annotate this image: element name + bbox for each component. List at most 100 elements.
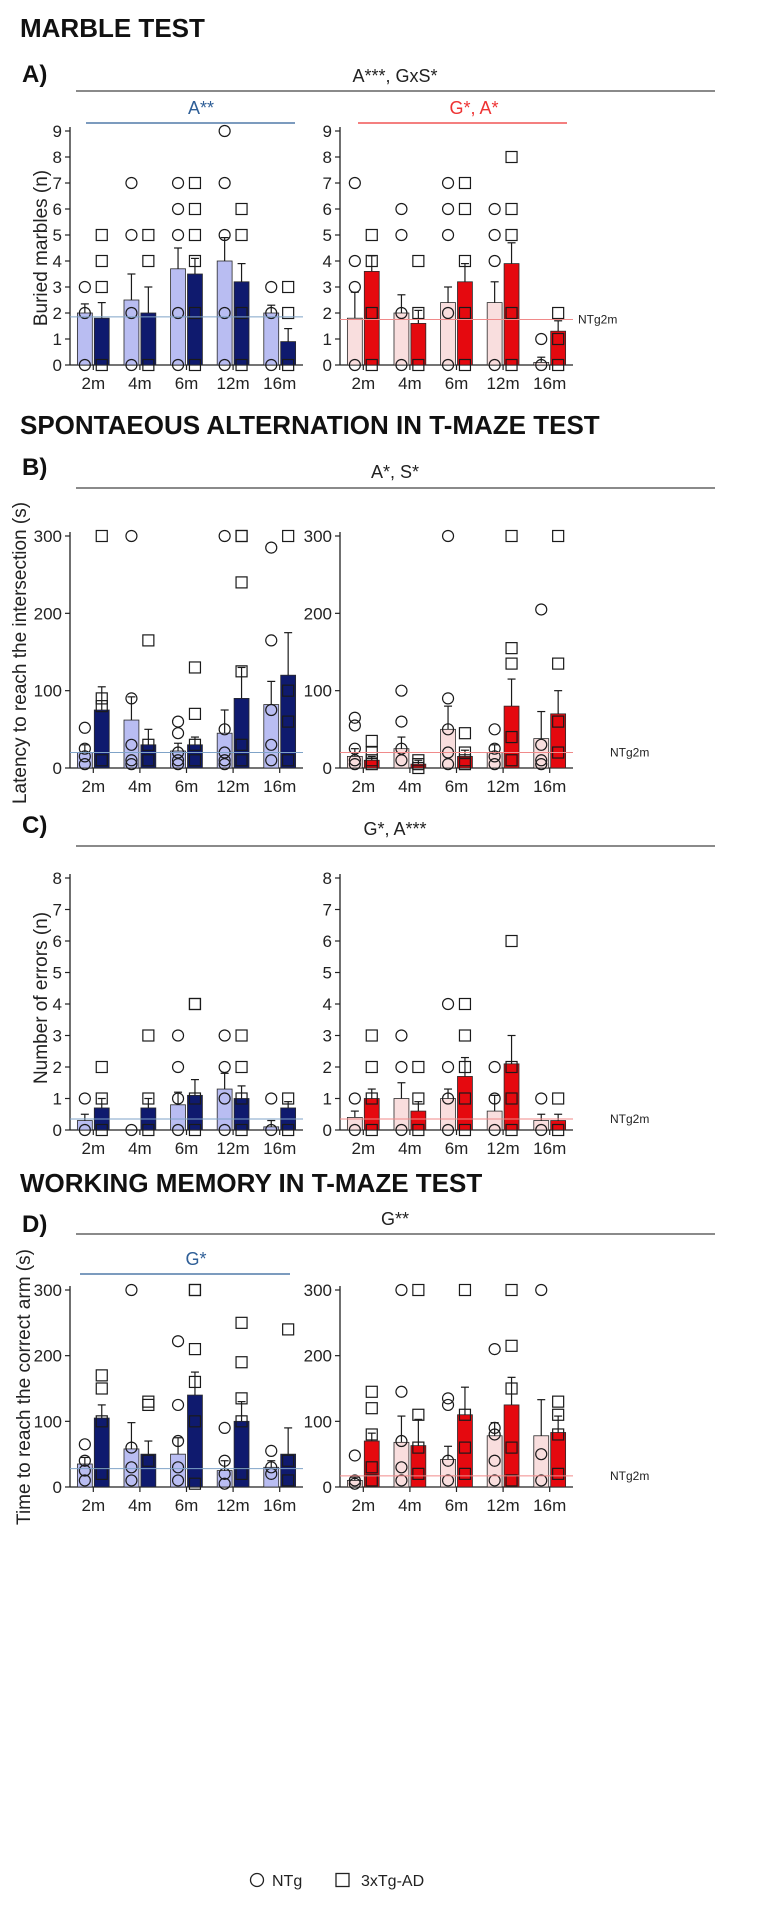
tg-bar	[457, 281, 473, 366]
ntg-data-point	[125, 1441, 138, 1454]
ntg-data-point	[348, 719, 361, 732]
tg-data-point	[188, 707, 202, 720]
ntg-data-point	[218, 758, 231, 771]
y-tick-label: 300	[304, 1281, 332, 1300]
tg-data-point	[458, 1467, 472, 1480]
tg-data-point	[505, 1382, 518, 1395]
ntg-data-point	[78, 758, 91, 771]
legend-tg-label: 3xTg-AD	[361, 1873, 424, 1890]
tg-data-point	[458, 1123, 472, 1137]
x-tick-label: 16m	[533, 374, 566, 393]
tg-data-point	[188, 738, 202, 751]
ntg-data-point	[218, 306, 231, 320]
y-tick-label: 300	[34, 527, 62, 546]
ntg-data-point	[171, 1461, 185, 1474]
reference-label: NTg2m	[610, 746, 649, 760]
plot-area: 0 100 200 300 2m 4m 6m 12m 16m 0 100 200 300 2m 4m 6m 12…	[34, 1281, 650, 1515]
y-tick-label: 100	[304, 1412, 332, 1431]
ntg-data-point	[441, 1123, 455, 1137]
ntg-data-point	[265, 306, 278, 320]
ntg-data-point	[171, 1060, 185, 1074]
tg-data-point	[365, 306, 378, 320]
tg-bar	[410, 322, 427, 366]
ntg-bar	[393, 312, 410, 366]
ntg-data-point	[488, 758, 501, 771]
tg-data-point	[235, 738, 248, 751]
tg-data-point	[95, 1060, 108, 1074]
ntg-data-point	[348, 754, 361, 767]
tg-data-point	[365, 758, 378, 771]
ntg-data-point	[395, 306, 408, 320]
ntg-data-point	[218, 754, 231, 767]
tg-data-point	[282, 306, 295, 320]
tg-data-point	[188, 997, 202, 1011]
panel-B: B) A*, S* Latency to reach the intersect…	[10, 454, 715, 804]
x-tick-label: 2m	[351, 1139, 375, 1158]
tg-data-point	[95, 700, 108, 713]
y-tick-label: 8	[53, 148, 62, 167]
ntg-data-point	[441, 176, 455, 190]
ntg-data-point	[218, 1092, 231, 1105]
ntg-data-point	[441, 1454, 455, 1467]
y-tick-label: 8	[323, 148, 332, 167]
tg-data-point	[412, 1283, 425, 1297]
ntg-data-point	[265, 541, 278, 554]
tg-data-point	[95, 1092, 108, 1105]
tg-data-point	[282, 1323, 295, 1336]
x-tick-label: 2m	[81, 374, 105, 393]
x-tick-label: 6m	[175, 1496, 199, 1515]
tg-data-point	[552, 1092, 565, 1105]
tg-data-point	[412, 1408, 425, 1421]
tg-data-point	[188, 228, 202, 242]
ntg-data-point	[78, 1474, 91, 1487]
tg-data-point	[552, 1408, 565, 1421]
ntg-data-point	[218, 176, 231, 190]
ntg-data-point	[218, 1123, 231, 1137]
x-tick-label: 12m	[217, 777, 250, 796]
y-tick-label: 1	[53, 1090, 62, 1109]
ntg-data-point	[441, 228, 455, 242]
y-tick-label: 2	[53, 1058, 62, 1077]
ntg-data-point	[125, 754, 138, 767]
tg-data-point	[365, 1402, 378, 1415]
tg-data-point	[505, 754, 518, 767]
ntg-data-point	[488, 358, 501, 372]
tg-data-point	[142, 1029, 155, 1042]
ntg-data-point	[218, 1477, 231, 1490]
tg-data-point	[365, 1060, 378, 1074]
ntg-data-point	[78, 721, 91, 734]
tg-data-point	[235, 1316, 248, 1329]
ntg-data-point	[218, 723, 231, 736]
ntg-data-point	[535, 738, 548, 751]
ntg-data-point	[125, 176, 138, 190]
ntg-bar	[486, 302, 503, 366]
x-tick-label: 12m	[487, 1139, 520, 1158]
reference-label: NTg2m	[578, 313, 617, 327]
tg-data-point	[188, 1477, 202, 1490]
y-axis-label: Time to reach the correct arm (s)	[14, 1249, 35, 1525]
tg-data-point	[95, 692, 108, 705]
tg-data-point	[188, 176, 202, 190]
ntg-data-point	[265, 280, 278, 294]
tg-data-point	[458, 1060, 472, 1074]
panel-letter: D)	[22, 1211, 47, 1238]
ntg-data-point	[171, 228, 185, 242]
ntg-data-point	[535, 1283, 548, 1297]
ntg-data-point	[171, 1434, 185, 1448]
overall-stat: G**	[381, 1209, 409, 1229]
tg-data-point	[552, 715, 565, 728]
ntg-data-point	[348, 1474, 361, 1487]
ntg-data-point	[265, 1444, 278, 1457]
ntg-data-point	[125, 529, 138, 543]
ntg-data-point	[535, 603, 548, 616]
tg-bar	[187, 1394, 203, 1488]
panel-letter: A)	[22, 61, 47, 88]
y-tick-label: 0	[323, 1478, 332, 1497]
tg-data-point	[458, 1283, 472, 1297]
ntg-data-point	[395, 684, 408, 697]
y-tick-label: 2	[53, 304, 62, 323]
ntg-data-point	[171, 1092, 185, 1105]
x-tick-label: 6m	[445, 374, 469, 393]
y-tick-label: 9	[53, 122, 62, 141]
tg-data-point	[235, 358, 248, 372]
